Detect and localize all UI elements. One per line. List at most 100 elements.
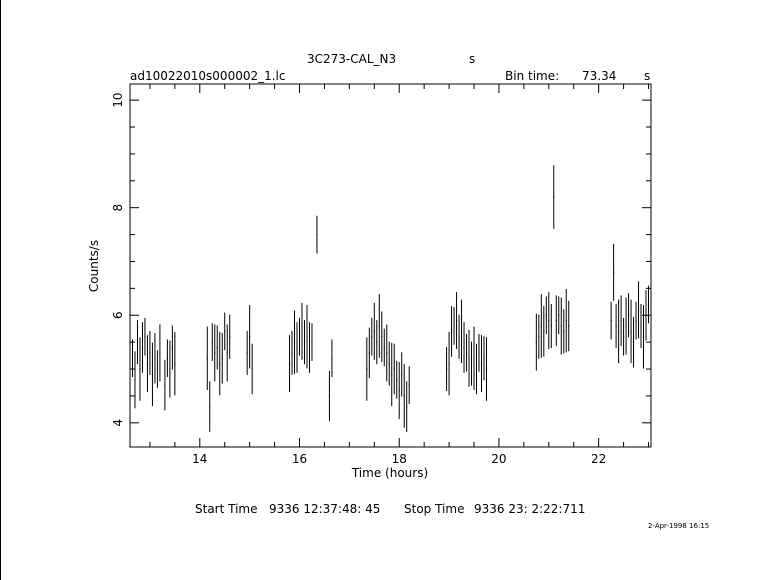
data-point	[249, 305, 251, 369]
data-point	[291, 330, 293, 375]
data-point	[463, 322, 465, 373]
data-point	[465, 334, 468, 372]
data-point	[403, 364, 405, 428]
plot-date-stamp: 2-Apr-1998 16:15	[648, 522, 710, 530]
data-point	[246, 330, 248, 375]
data-point	[540, 294, 542, 358]
data-point	[473, 326, 475, 390]
data-point	[166, 339, 168, 378]
data-point	[632, 316, 635, 368]
data-layer	[131, 165, 650, 432]
data-point	[393, 343, 395, 395]
data-point	[371, 317, 373, 356]
bin-time-value: 73.34	[582, 69, 617, 83]
data-point	[288, 335, 291, 393]
data-point	[136, 320, 139, 365]
window-left-edge	[0, 0, 1, 580]
data-point	[408, 366, 410, 404]
data-point	[141, 322, 144, 373]
data-point	[156, 350, 159, 388]
data-point	[627, 293, 630, 338]
data-point	[453, 307, 455, 345]
data-point	[171, 325, 173, 370]
data-point	[640, 303, 642, 349]
object-title: 3C273-CAL_N3	[307, 52, 397, 66]
data-point	[226, 324, 228, 382]
x-tick-label: 20	[491, 452, 506, 466]
data-point	[209, 381, 211, 432]
stop-time-label: Stop Time	[404, 502, 465, 516]
data-point	[563, 309, 565, 354]
data-point	[398, 362, 400, 420]
data-point	[174, 331, 176, 396]
data-point	[131, 339, 134, 378]
data-point	[470, 341, 473, 386]
data-point	[622, 317, 625, 356]
data-point	[613, 243, 615, 301]
data-point	[211, 323, 213, 361]
y-axis-label: Counts/s	[87, 240, 101, 292]
data-point	[630, 299, 632, 364]
data-point	[642, 305, 645, 369]
data-point	[308, 322, 311, 373]
data-point	[637, 281, 640, 339]
data-point	[460, 299, 463, 364]
data-point	[550, 303, 552, 349]
start-time-label: Start Time	[195, 502, 258, 516]
data-point	[134, 351, 136, 409]
bin-time-unit: s	[644, 69, 651, 83]
data-point	[206, 326, 208, 390]
x-axis-label: Time (hours)	[351, 466, 428, 480]
data-point	[545, 296, 547, 335]
data-point	[151, 342, 154, 407]
data-point	[229, 314, 231, 359]
data-point	[386, 324, 388, 382]
data-point	[311, 323, 313, 361]
data-point	[216, 325, 218, 370]
data-point	[221, 332, 223, 384]
data-point	[560, 297, 562, 355]
data-point	[478, 334, 480, 372]
data-point	[555, 295, 557, 346]
data-point	[468, 329, 470, 387]
data-point	[139, 337, 141, 401]
data-point	[548, 292, 550, 350]
data-point	[373, 302, 375, 360]
data-point	[303, 320, 306, 365]
data-point	[538, 314, 540, 359]
start-time-value: 9336 12:37:48: 45	[269, 502, 381, 516]
data-point	[381, 311, 383, 363]
data-point	[647, 285, 650, 324]
x-tick-label: 22	[591, 452, 606, 466]
data-point	[331, 339, 333, 378]
data-point	[458, 314, 460, 359]
data-point	[378, 294, 380, 358]
data-point	[483, 336, 485, 381]
y-tick-label: 6	[111, 311, 125, 319]
data-point	[568, 300, 570, 352]
data-point	[154, 332, 156, 384]
data-point	[620, 295, 622, 346]
data-point	[610, 301, 612, 340]
data-point	[615, 303, 617, 349]
data-point	[635, 301, 637, 340]
data-point	[296, 322, 298, 373]
stop-time-value: 9336 23: 2:22:711	[474, 502, 586, 516]
data-point	[558, 296, 560, 335]
x-tick-label: 18	[392, 452, 407, 466]
data-point	[391, 342, 393, 407]
x-tick-label: 14	[192, 452, 207, 466]
data-point	[553, 165, 555, 229]
data-point	[401, 352, 403, 397]
data-point	[366, 337, 368, 401]
data-point	[298, 317, 301, 356]
data-point	[388, 341, 390, 386]
data-point	[445, 346, 448, 392]
file-name: ad10022010s000002_1.lc	[130, 69, 286, 83]
data-point	[328, 370, 331, 422]
data-point	[543, 306, 545, 357]
data-point	[251, 343, 253, 395]
data-point	[316, 215, 318, 254]
data-point	[480, 335, 483, 393]
